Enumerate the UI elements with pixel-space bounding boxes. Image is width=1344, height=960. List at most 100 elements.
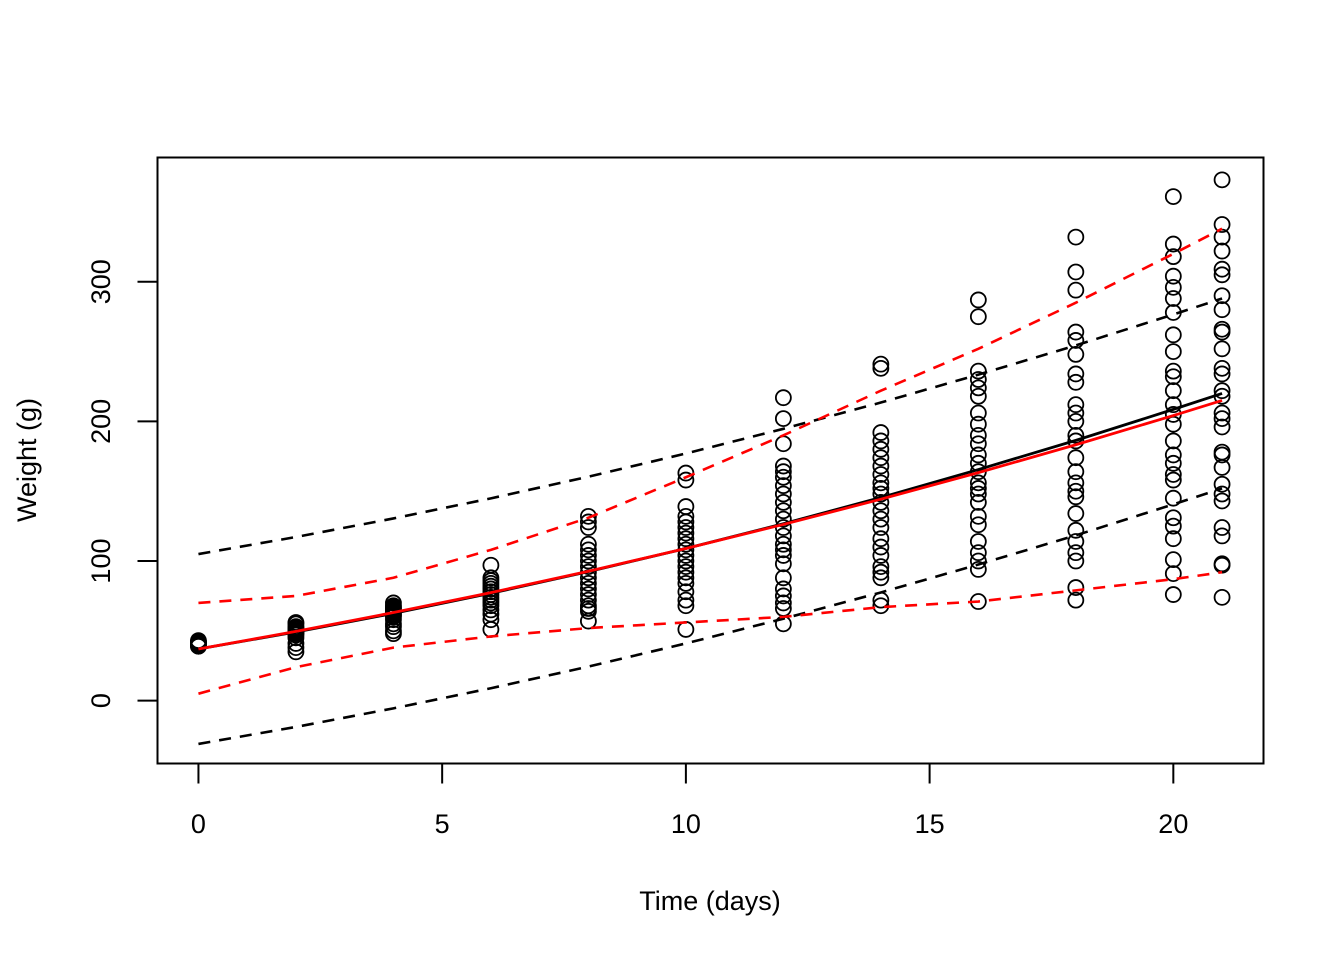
data-point	[1067, 345, 1085, 363]
data-point	[1067, 533, 1085, 550]
y-axis-label: Weight (g)	[12, 398, 42, 522]
data-point	[677, 574, 695, 592]
data-point	[1213, 171, 1231, 189]
data-point	[1213, 410, 1231, 428]
data-point	[677, 535, 695, 553]
data-point	[1067, 521, 1085, 539]
data-point	[1213, 527, 1231, 545]
data-point	[1213, 340, 1231, 358]
data-point	[1067, 449, 1085, 467]
data-point	[677, 524, 695, 542]
data-point	[1164, 382, 1182, 400]
data-point	[872, 519, 890, 536]
data-point	[872, 432, 890, 450]
data-point	[1164, 278, 1182, 296]
data-point	[774, 569, 792, 587]
data-point	[1067, 323, 1085, 341]
data-point	[579, 541, 597, 559]
data-point	[1164, 471, 1182, 489]
data-point	[677, 530, 695, 548]
data-point	[774, 541, 792, 559]
data-point	[1164, 454, 1182, 472]
data-point	[1164, 489, 1182, 507]
data-point	[774, 389, 792, 407]
data-point	[774, 463, 792, 481]
data-point	[1067, 413, 1085, 430]
data-point	[872, 563, 890, 581]
data-point	[774, 502, 792, 520]
data-point	[872, 457, 890, 475]
data-point	[677, 498, 695, 515]
data-point	[190, 633, 207, 651]
data-point	[1164, 326, 1182, 344]
data-point	[969, 435, 987, 453]
data-point	[872, 440, 890, 458]
data-point	[1067, 544, 1085, 562]
data-point	[1213, 266, 1231, 284]
black-dashed-line	[198, 487, 1223, 746]
data-point	[1213, 359, 1231, 377]
data-point	[872, 449, 890, 467]
red-dashed-line	[198, 227, 1223, 605]
data-point	[969, 516, 987, 534]
data-point	[287, 614, 305, 631]
data-point	[1067, 332, 1085, 349]
data-point	[482, 569, 500, 587]
data-point	[677, 621, 695, 638]
data-point	[872, 569, 890, 587]
data-point	[1213, 588, 1231, 606]
data-point	[677, 558, 695, 576]
data-point	[579, 591, 597, 609]
data-point	[482, 556, 500, 574]
data-point	[677, 519, 695, 536]
data-point	[1213, 555, 1231, 573]
data-point	[774, 477, 792, 495]
data-point	[774, 468, 792, 486]
x-tick-label: 20	[1158, 809, 1188, 839]
data-point	[872, 502, 890, 520]
black-dashed-line	[198, 297, 1223, 556]
data-point	[1164, 396, 1182, 414]
data-point	[969, 387, 987, 405]
data-point	[1067, 591, 1085, 609]
data-point	[1067, 463, 1085, 481]
data-point	[1164, 188, 1182, 205]
data-point	[579, 513, 597, 531]
data-point	[774, 587, 792, 605]
data-point	[872, 359, 890, 377]
data-point	[1164, 267, 1182, 285]
data-point	[872, 424, 890, 441]
data-point	[287, 626, 305, 644]
x-tick-label: 0	[191, 809, 206, 839]
data-point	[1067, 404, 1085, 422]
data-point	[1164, 446, 1182, 464]
data-point	[774, 493, 792, 511]
data-point	[969, 480, 987, 497]
data-point	[1067, 373, 1085, 391]
data-point	[677, 591, 695, 609]
data-point	[969, 371, 987, 388]
data-point	[1067, 432, 1085, 450]
data-point	[1164, 432, 1182, 450]
data-point	[1213, 404, 1231, 422]
data-point	[1067, 263, 1085, 281]
data-point	[579, 597, 597, 615]
data-point	[1164, 343, 1182, 360]
data-point	[969, 291, 987, 309]
data-point	[1213, 418, 1231, 436]
data-point	[1067, 579, 1085, 596]
data-point	[872, 480, 890, 497]
data-point	[579, 519, 597, 536]
data-point	[969, 404, 987, 422]
data-point	[969, 426, 987, 444]
data-point	[1067, 228, 1085, 246]
data-point	[969, 379, 987, 397]
data-point	[872, 474, 890, 492]
x-axis-label: Time (days)	[639, 886, 781, 916]
data-point	[1067, 505, 1085, 522]
data-point	[774, 535, 792, 553]
data-point	[1213, 260, 1231, 278]
data-point	[579, 586, 597, 603]
data-point	[385, 594, 402, 612]
